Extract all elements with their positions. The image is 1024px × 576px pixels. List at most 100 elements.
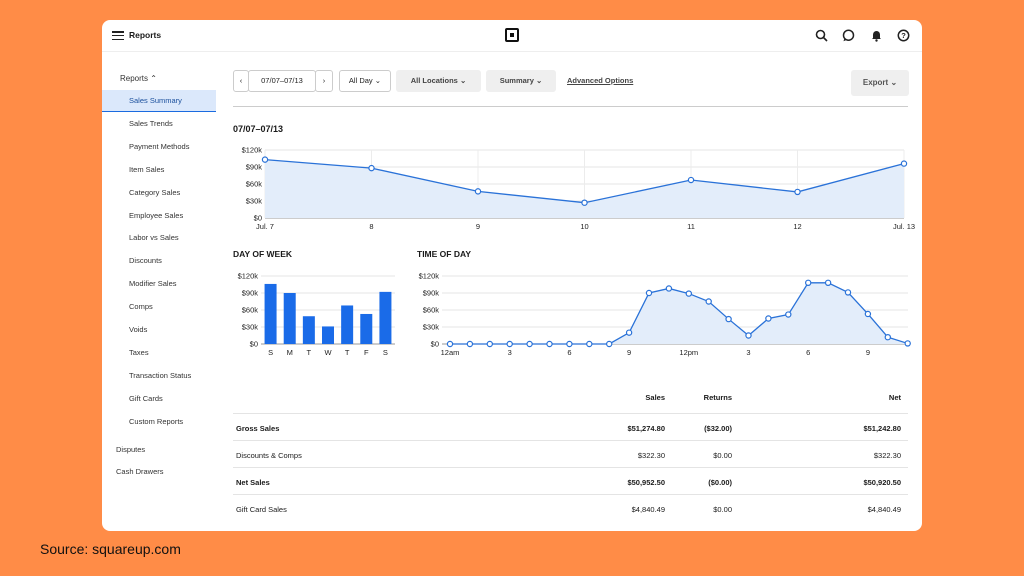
data-point[interactable] — [665, 285, 673, 292]
table-cell: $322.30 — [873, 451, 901, 460]
y-tick-label: $30k — [246, 197, 263, 206]
table-cell: ($0.00) — [708, 478, 732, 487]
help-icon[interactable]: ? — [897, 29, 910, 42]
date-range-picker[interactable]: 07/07–07/13 — [248, 70, 316, 92]
data-point[interactable] — [824, 279, 832, 287]
export-button[interactable]: Export ⌄ — [851, 70, 909, 96]
chevron-up-icon: ⌃ — [150, 74, 157, 83]
table-cell: $51,242.80 — [863, 424, 901, 433]
table-cell: $4,840.49 — [867, 505, 901, 514]
bar[interactable] — [322, 326, 334, 344]
data-point[interactable] — [884, 333, 891, 341]
data-point[interactable] — [805, 279, 812, 287]
data-point[interactable] — [526, 340, 533, 348]
data-point[interactable] — [368, 164, 375, 172]
data-point[interactable] — [765, 315, 772, 322]
data-point[interactable] — [687, 176, 695, 184]
sidebar-item[interactable]: Sales Trends — [129, 118, 173, 128]
data-point[interactable] — [725, 315, 732, 323]
sidebar-item[interactable]: Transaction Status — [129, 370, 192, 380]
sidebar-section-label: Reports — [120, 74, 149, 83]
chat-icon[interactable] — [842, 29, 855, 42]
sidebar-item[interactable]: Sales Summary — [102, 90, 216, 112]
x-tick-label: 12am — [441, 348, 460, 357]
x-tick-label: 9 — [476, 222, 480, 231]
table-cell: $322.30 — [637, 451, 665, 460]
export-label: Export — [862, 78, 889, 87]
data-point[interactable] — [794, 188, 801, 196]
bar[interactable] — [341, 305, 354, 344]
data-point[interactable] — [864, 310, 872, 318]
x-tick-label: Jul. 7 — [256, 222, 274, 231]
table-header: Sales Returns Net — [233, 383, 908, 413]
data-point[interactable] — [486, 340, 494, 348]
next-range-button[interactable]: › — [315, 70, 333, 92]
x-tick-label: 12 — [793, 222, 801, 231]
search-icon[interactable] — [815, 29, 828, 42]
time-of-day-heading: TIME OF DAY — [417, 249, 471, 259]
day-of-week-heading: DAY OF WEEK — [233, 249, 293, 259]
square-logo-icon[interactable] — [505, 28, 519, 42]
data-point[interactable] — [466, 340, 474, 348]
sidebar-item[interactable]: Labor vs Sales — [129, 233, 179, 243]
data-point[interactable] — [745, 332, 752, 339]
sidebar-item[interactable]: Taxes — [129, 347, 149, 357]
data-point[interactable] — [685, 290, 692, 297]
menu-icon[interactable] — [112, 31, 124, 41]
time-filter-dropdown[interactable]: All Day ⌄ — [339, 70, 391, 92]
sidebar-item[interactable]: Discounts — [129, 256, 162, 266]
sidebar-item[interactable]: Modifier Sales — [129, 279, 177, 289]
sidebar-item[interactable]: Payment Methods — [129, 141, 190, 151]
data-point[interactable] — [904, 340, 911, 347]
data-point[interactable] — [625, 329, 633, 336]
y-tick-label: $60k — [246, 180, 263, 189]
sidebar-item[interactable]: Voids — [129, 325, 148, 334]
view-dropdown[interactable]: Summary ⌄ — [486, 70, 556, 92]
data-point[interactable] — [705, 298, 712, 305]
data-point[interactable] — [844, 289, 852, 296]
bar[interactable] — [379, 291, 392, 344]
data-point[interactable] — [474, 188, 482, 195]
bar[interactable] — [283, 293, 296, 344]
bar[interactable] — [360, 313, 373, 344]
chevron-down-icon: ⌄ — [459, 76, 467, 85]
data-point[interactable] — [546, 340, 553, 348]
bar[interactable] — [264, 283, 277, 344]
data-point[interactable] — [506, 340, 513, 348]
data-point[interactable] — [900, 160, 908, 167]
sidebar-item[interactable]: Cash Drawers — [116, 467, 164, 476]
x-tick-label: 8 — [369, 222, 373, 231]
column-header-net: Net — [888, 393, 901, 402]
sidebar-item[interactable]: Item Sales — [129, 164, 165, 174]
sidebar-item[interactable]: Custom Reports — [129, 416, 184, 426]
area-fill — [265, 159, 904, 218]
svg-text:?: ? — [901, 31, 906, 40]
table-cell: $0.00 — [713, 505, 732, 514]
sidebar-item[interactable]: Employee Sales — [129, 210, 184, 220]
data-point[interactable] — [566, 340, 573, 348]
x-tick-label: T — [307, 348, 312, 357]
data-point[interactable] — [605, 340, 613, 348]
data-point[interactable] — [586, 340, 593, 348]
data-point[interactable] — [645, 289, 653, 297]
sidebar-item[interactable]: Disputes — [116, 445, 146, 454]
data-point[interactable] — [261, 156, 269, 163]
table-cell: Gross Sales — [236, 424, 280, 433]
sidebar-section-reports[interactable]: Reports ⌃ — [120, 74, 157, 83]
data-point[interactable] — [785, 311, 792, 318]
location-filter-label: All Locations — [410, 76, 458, 85]
view-label: Summary — [499, 76, 534, 85]
sidebar-item[interactable]: Comps — [129, 302, 153, 312]
y-tick-label: $60k — [423, 306, 440, 315]
location-filter-dropdown[interactable]: All Locations ⌄ — [396, 70, 481, 92]
data-point[interactable] — [581, 199, 588, 206]
prev-range-button[interactable]: ‹ — [233, 70, 249, 92]
bell-icon[interactable] — [870, 29, 883, 42]
advanced-options-link[interactable]: Advanced Options — [567, 76, 634, 85]
y-tick-label: $0 — [254, 214, 262, 223]
sidebar-item[interactable]: Category Sales — [129, 187, 181, 197]
sidebar-item[interactable]: Gift Cards — [129, 393, 163, 403]
bar[interactable] — [302, 316, 315, 344]
data-point[interactable] — [446, 340, 454, 348]
